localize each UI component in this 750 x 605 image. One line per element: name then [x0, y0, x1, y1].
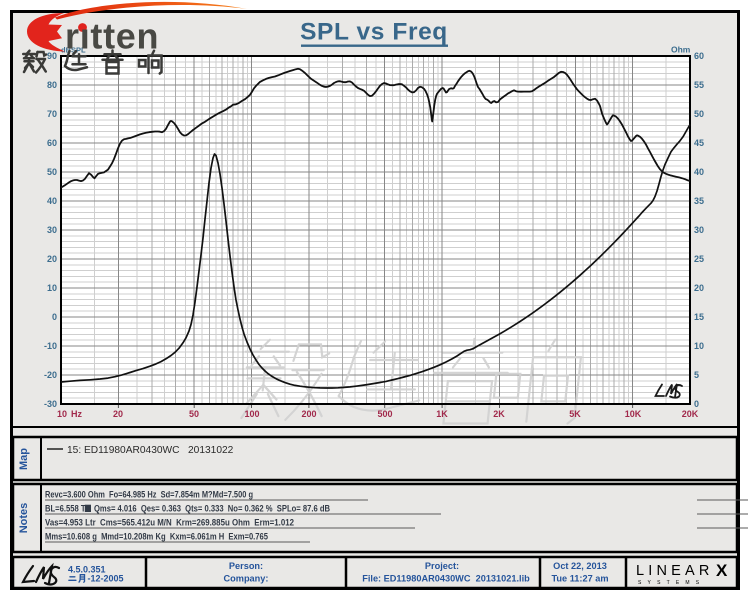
svg-text:Tue 11:27 am: Tue 11:27 am: [551, 574, 608, 584]
svg-text:10K: 10K: [625, 409, 642, 419]
svg-text:20: 20: [694, 283, 704, 293]
svg-text:5: 5: [694, 370, 699, 380]
svg-text:30: 30: [694, 225, 704, 235]
svg-text:File: ED11980AR0430WC 2013102: File: ED11980AR0430WC 20131021.lib: [362, 574, 530, 584]
svg-text:40: 40: [47, 196, 57, 206]
svg-text:Hz: Hz: [71, 409, 82, 419]
svg-text:35: 35: [694, 196, 704, 206]
svg-text:X: X: [716, 561, 728, 580]
svg-text:80: 80: [47, 80, 57, 90]
svg-text:Revc=3.600 Ohm Fo=64.985 Hz: Revc=3.600 Ohm Fo=64.985 Hz Sd=7.854m M?…: [45, 490, 253, 500]
svg-text:20: 20: [113, 409, 123, 419]
svg-text:Notes: Notes: [18, 503, 30, 534]
svg-text:Vas=4.953 Ltr Cms=565.412u M/: Vas=4.953 Ltr Cms=565.412u M/N Krm=269.8…: [45, 518, 294, 528]
svg-text:20: 20: [47, 254, 57, 264]
svg-text:100: 100: [244, 409, 259, 419]
svg-text:0: 0: [694, 399, 699, 409]
svg-text:Map: Map: [18, 448, 30, 470]
svg-text:40: 40: [694, 167, 704, 177]
svg-text:50: 50: [47, 167, 57, 177]
svg-text:90: 90: [47, 51, 57, 61]
svg-text:Person:: Person:: [229, 561, 263, 571]
svg-text:-30: -30: [44, 399, 57, 409]
svg-text:500: 500: [377, 409, 392, 419]
svg-text:Oct 22, 2013: Oct 22, 2013: [553, 561, 607, 571]
svg-text:SPL vs Freq: SPL vs Freq: [300, 19, 448, 46]
svg-text:10: 10: [47, 283, 57, 293]
svg-text:30: 30: [47, 225, 57, 235]
svg-text:Ohm: Ohm: [671, 45, 691, 55]
svg-text:20K: 20K: [682, 409, 699, 419]
svg-text:45: 45: [694, 138, 704, 148]
svg-text:-10: -10: [44, 341, 57, 351]
svg-text:60: 60: [47, 138, 57, 148]
svg-text:200: 200: [301, 409, 316, 419]
svg-text:50: 50: [694, 109, 704, 119]
svg-text:dBSPL: dBSPL: [61, 46, 86, 55]
svg-text:0: 0: [52, 312, 57, 322]
svg-text:4.5.0.351: 4.5.0.351: [68, 565, 106, 575]
svg-text:BL=6.558 T Qms= 4.016 Qes=: BL=6.558 T Qms= 4.016 Qes= 0.363 Qts= 0.…: [45, 504, 330, 514]
svg-text:Mms=10.608 g Mmd=10.208m Kg: Mms=10.608 g Mmd=10.208m Kg Kxm=6.061m H…: [45, 532, 268, 542]
svg-text:50: 50: [189, 409, 199, 419]
svg-text:1K: 1K: [436, 409, 448, 419]
svg-text:55: 55: [694, 80, 704, 90]
svg-text:10: 10: [57, 409, 67, 419]
svg-text:15: ED11980AR0430WC 20131022: 15: ED11980AR0430WC 20131022: [67, 445, 234, 456]
svg-text:LINEAR: LINEAR: [636, 563, 714, 579]
svg-text:15: 15: [694, 312, 704, 322]
svg-text:Project:: Project:: [425, 561, 459, 571]
svg-text:-20: -20: [44, 370, 57, 380]
svg-text:SYSTEMS: SYSTEMS: [638, 580, 705, 586]
svg-text:70: 70: [47, 109, 57, 119]
svg-text:60: 60: [694, 51, 704, 61]
svg-text:10: 10: [694, 341, 704, 351]
svg-text:-12-2005: -12-2005: [88, 574, 124, 584]
svg-text:5K: 5K: [569, 409, 581, 419]
svg-text:2K: 2K: [493, 409, 505, 419]
svg-text:Company:: Company:: [224, 574, 269, 584]
svg-text:25: 25: [694, 254, 704, 264]
